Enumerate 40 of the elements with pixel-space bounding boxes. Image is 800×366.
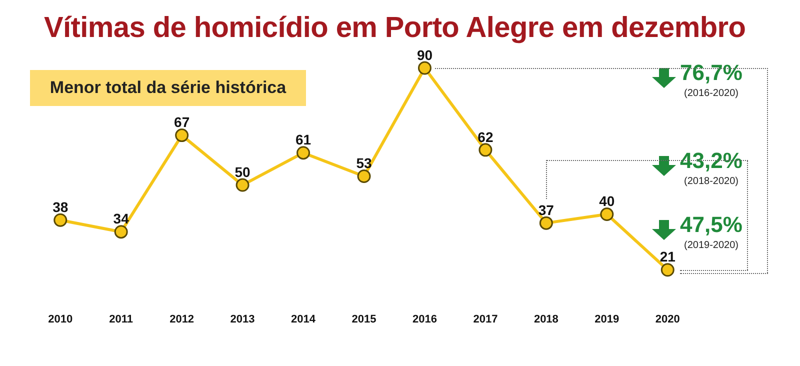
- x-tick-label: 2011: [109, 313, 134, 326]
- chart-title: Vítimas de homicídio em Porto Alegre em dezembro: [44, 12, 746, 45]
- x-tick-label: 2016: [412, 313, 437, 326]
- data-label: 40: [599, 193, 615, 210]
- point: [478, 143, 492, 157]
- annotation: (2019-2020): [684, 240, 738, 251]
- x-tick-label: 2020: [655, 313, 680, 326]
- point: [357, 170, 371, 183]
- point: [54, 213, 68, 227]
- x-tick-label: 2010: [48, 313, 73, 326]
- data-label: 90: [416, 46, 433, 63]
- annotation: 76,7%: [680, 60, 742, 86]
- data-label: 37: [538, 202, 554, 218]
- data-label: 67: [174, 114, 190, 130]
- point: [296, 146, 310, 160]
- x-tick-label: 2012: [170, 313, 194, 326]
- point: [114, 225, 128, 239]
- x-tick-label: 2018: [534, 313, 558, 326]
- annotation: (2018-2020): [684, 176, 738, 187]
- data-label: 62: [478, 128, 494, 145]
- data-label: 38: [52, 198, 68, 215]
- data-label: 21: [660, 248, 676, 265]
- point: [175, 128, 189, 142]
- annotation: Menor total da série histórica: [30, 70, 306, 106]
- point: [600, 208, 614, 222]
- point: [539, 216, 553, 230]
- data-label: 34: [113, 210, 130, 227]
- point: [236, 178, 250, 192]
- x-tick-label: 2013: [230, 313, 255, 326]
- point: [418, 61, 432, 75]
- x-tick-label: 2014: [291, 313, 316, 326]
- x-tick-label: 2015: [352, 313, 376, 326]
- annotation: 43,2%: [680, 148, 742, 174]
- annotation: 47,5%: [680, 212, 742, 238]
- point: [660, 263, 674, 277]
- x-tick-label: 2019: [594, 313, 620, 326]
- annotation: (2016-2020): [684, 88, 738, 99]
- data-label: 61: [295, 132, 312, 148]
- x-tick-label: 2017: [473, 313, 498, 326]
- data-label: 50: [234, 164, 251, 180]
